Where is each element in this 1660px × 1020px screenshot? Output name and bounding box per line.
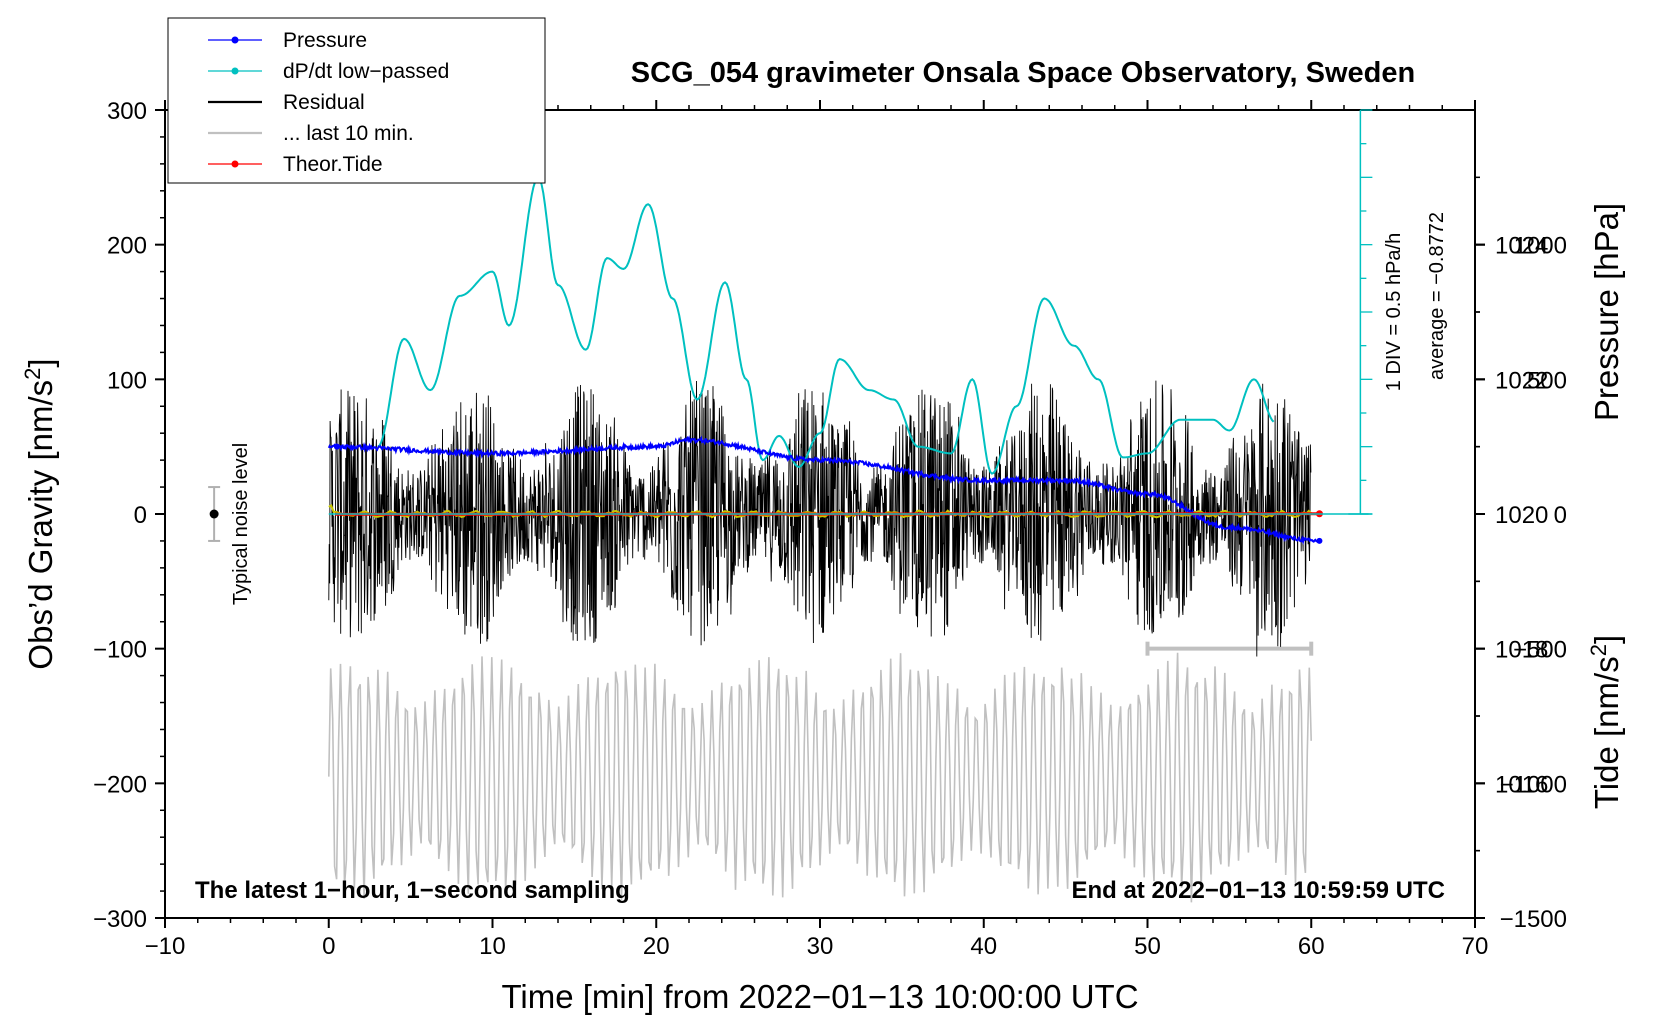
noise-level-label: Typical noise level — [230, 443, 252, 605]
x-tick-label: 60 — [1298, 933, 1325, 960]
legend-item: ... last 10 min. — [208, 122, 414, 145]
pressure-scale-label-group: 1 DIV = 0.5 hPa/h — [1383, 233, 1405, 391]
legend-label: dP/dt low−passed — [283, 60, 449, 83]
legend-label: ... last 10 min. — [283, 122, 414, 145]
last10-series-layer — [328, 641, 1314, 903]
y-axis-gravity-label-sup: 2 — [20, 368, 45, 380]
y-axis-pressure-label-text: Pressure [hPa] — [1588, 203, 1625, 421]
y-gravity-tick-label: −300 — [93, 906, 147, 933]
legend-item: Residual — [208, 91, 365, 114]
x-tick-label: −10 — [145, 933, 186, 960]
y-tide-tick-label: −500 — [1513, 637, 1567, 664]
y-gravity-tick-label: 0 — [134, 502, 147, 529]
dpdt-series-layer — [377, 175, 1275, 475]
y-axis-tide-label-close: ] — [1588, 635, 1625, 644]
legend-item: Pressure — [208, 29, 367, 52]
y-gravity-tick-label: 100 — [107, 367, 147, 394]
legend-box — [167, 17, 546, 184]
noise-level-dot — [209, 509, 219, 519]
y-tide-tick-label: 0 — [1554, 502, 1567, 529]
y-axis-tide-label-sup: 2 — [1586, 644, 1611, 656]
y-axis-tide-label: Tide [nm/s2] — [1586, 635, 1625, 809]
x-tick-label: 70 — [1462, 933, 1489, 960]
noise-level-label-group: Typical noise level — [230, 443, 252, 605]
legend-swatch-dot — [231, 36, 239, 44]
y-gravity-tick-label: 200 — [107, 233, 147, 260]
y-axis-tide-ticks: 1000 500 0 −500 −1000 −1500 — [1475, 233, 1567, 933]
pressure-average-label: average = −0.8772 — [1426, 212, 1448, 380]
y-axis-gravity-label-text: Obs’d Gravity [nm/s — [22, 380, 59, 670]
x-tick-label: 40 — [970, 933, 997, 960]
y-pressure-tick-label: 1016 — [1495, 771, 1548, 798]
svg-text:Tide [nm/s2]: Tide [nm/s2] — [1586, 635, 1625, 809]
pressure-line — [327, 435, 1321, 546]
residual-line — [328, 380, 1312, 657]
x-axis-label: Time [min] from 2022−01−13 10:00:00 UTC — [501, 978, 1138, 1015]
footer-left-label: The latest 1−hour, 1−second sampling — [195, 877, 630, 904]
legend-swatch-dot — [231, 160, 239, 168]
legend-swatch-dot — [231, 67, 239, 75]
chart-title: SCG_054 gravimeter Onsala Space Observat… — [631, 57, 1415, 89]
y-axis-tide-label-text: Tide [nm/s — [1588, 656, 1625, 809]
y-axis-gravity-ticks: 300 200 100 0 −100 −200 −300 — [93, 98, 165, 933]
y-pressure-tick-label: 1022 — [1495, 367, 1548, 394]
legend-label: Pressure — [283, 29, 367, 52]
y-gravity-tick-label: 300 — [107, 98, 147, 125]
legend-item: Theor.Tide — [208, 153, 383, 176]
legend: Pressure dP/dt low−passed Residual ... last… — [167, 17, 546, 184]
dpdt-line — [377, 175, 1275, 475]
x-tick-label: 20 — [643, 933, 670, 960]
y-tide-tick-label: 1000 — [1514, 233, 1567, 260]
pressure-average-label-group: average = −0.8772 — [1426, 212, 1448, 380]
y-axis-pressure-label: Pressure [hPa] — [1588, 203, 1625, 421]
x-tick-label: 50 — [1134, 933, 1161, 960]
legend-label: Theor.Tide — [283, 153, 383, 176]
y-pressure-tick-label: 1024 — [1495, 233, 1548, 260]
pressure-start-dot — [333, 443, 340, 450]
pressure-series-layer — [327, 435, 1323, 546]
y-pressure-tick-label: 1020 — [1495, 502, 1548, 529]
last10-line — [328, 652, 1312, 903]
y-tide-tick-label: 500 — [1527, 367, 1567, 394]
pressure-end-dot — [1316, 537, 1323, 544]
y-axis-gravity-label-close: ] — [22, 358, 59, 367]
y-tide-tick-label: −1500 — [1500, 906, 1567, 933]
y-gravity-tick-label: −200 — [93, 771, 147, 798]
x-axis-ticks: −10 0 10 20 30 40 50 60 70 — [145, 100, 1489, 960]
y-tide-tick-label: −1000 — [1500, 771, 1567, 798]
residual-series-layer — [328, 380, 1312, 657]
svg-text:Obs’d Gravity [nm/s2]: Obs’d Gravity [nm/s2] — [20, 358, 59, 669]
x-tick-label: 0 — [322, 933, 335, 960]
x-tick-label: 30 — [807, 933, 834, 960]
legend-item: dP/dt low−passed — [208, 60, 449, 83]
y-axis-gravity-label: Obs’d Gravity [nm/s2] — [20, 358, 59, 669]
y-axis-pressure-ticks: 1024 1022 1020 1018 1016 — [1475, 176, 1548, 852]
pressure-scale-label: 1 DIV = 0.5 hPa/h — [1383, 233, 1405, 391]
annotation-layer — [208, 109, 1373, 542]
y-pressure-tick-label: 1018 — [1495, 637, 1548, 664]
legend-label: Residual — [283, 91, 365, 114]
footer-right-label: End at 2022−01−13 10:59:59 UTC — [1071, 877, 1445, 904]
x-tick-label: 10 — [479, 933, 506, 960]
y-gravity-tick-label: −100 — [93, 637, 147, 664]
